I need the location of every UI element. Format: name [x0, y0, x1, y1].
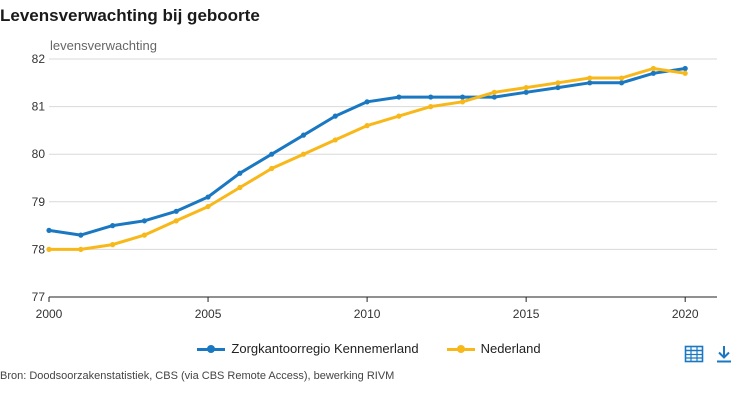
legend-item-nederland[interactable]: Nederland [446, 341, 541, 356]
data-point-nederland-2006[interactable] [237, 184, 243, 191]
data-point-nederland-2016[interactable] [555, 80, 561, 86]
data-point-kennemerland-2014[interactable] [491, 94, 497, 100]
data-point-nederland-2005[interactable] [205, 203, 211, 210]
data-point-kennemerland-2011[interactable] [396, 94, 402, 100]
series-line-kennemerland [47, 67, 687, 237]
data-point-kennemerland-2000[interactable] [46, 227, 52, 233]
data-point-nederland-2000[interactable] [46, 246, 52, 252]
x-tick-label-2015: 2015 [513, 307, 540, 321]
x-tick-label-2010: 2010 [354, 307, 381, 321]
data-point-nederland-2001[interactable] [78, 246, 84, 252]
data-point-kennemerland-2020[interactable] [682, 65, 688, 72]
x-tick-label-2005: 2005 [195, 307, 222, 321]
x-axis: 2000 2005 2010 2015 2020 [36, 296, 717, 321]
y-tick-label-82: 82 [32, 52, 46, 66]
data-point-nederland-2007[interactable] [269, 165, 275, 172]
legend: Zorgkantoorregio Kennemerland Nederland [0, 341, 738, 356]
data-point-kennemerland-2003[interactable] [141, 218, 148, 224]
data-point-nederland-2017[interactable] [587, 75, 593, 81]
data-point-kennemerland-2006[interactable] [237, 170, 243, 176]
data-point-nederland-2019[interactable] [650, 65, 656, 72]
download-icon[interactable] [714, 344, 734, 364]
data-point-nederland-2002[interactable] [110, 242, 116, 248]
data-point-kennemerland-2005[interactable] [205, 194, 211, 200]
data-point-kennemerland-2002[interactable] [110, 223, 116, 229]
data-point-nederland-2008[interactable] [300, 151, 307, 157]
data-point-kennemerland-2001[interactable] [78, 232, 84, 238]
data-point-nederland-2011[interactable] [396, 113, 402, 119]
data-point-nederland-2013[interactable] [459, 99, 466, 105]
data-point-kennemerland-2008[interactable] [300, 132, 307, 138]
y-tick-label-77: 77 [32, 290, 46, 304]
y-tick-label-80: 80 [32, 147, 46, 161]
table-icon[interactable] [684, 344, 704, 364]
series-group [46, 65, 688, 252]
chart-title: Levensverwachting bij geboorte [0, 6, 260, 25]
y-axis-label: levensverwachting [50, 38, 157, 53]
data-point-kennemerland-2013[interactable] [459, 94, 466, 100]
data-point-nederland-2003[interactable] [141, 232, 148, 238]
data-point-kennemerland-2007[interactable] [269, 151, 275, 157]
y-tick-label-81: 81 [32, 100, 46, 114]
data-point-nederland-2010[interactable] [364, 123, 370, 129]
data-point-nederland-2009[interactable] [332, 137, 338, 143]
legend-item-kennemerland[interactable]: Zorgkantoorregio Kennemerland [197, 341, 419, 356]
legend-swatch-nederland [446, 344, 475, 354]
data-point-kennemerland-2016[interactable] [555, 84, 561, 91]
data-point-kennemerland-2015[interactable] [523, 89, 529, 95]
data-point-nederland-2020[interactable] [682, 70, 688, 76]
legend-label-nederland: Nederland [480, 341, 541, 356]
data-point-kennemerland-2009[interactable] [332, 113, 338, 119]
source-note: Bron: Doodsoorzakenstatistiek, CBS (via … [0, 370, 395, 382]
data-point-kennemerland-2012[interactable] [428, 94, 434, 100]
legend-swatch-kennemerland [197, 344, 226, 354]
chart-toolbar [684, 344, 734, 364]
data-point-nederland-2018[interactable] [618, 75, 625, 81]
data-point-kennemerland-2017[interactable] [587, 80, 593, 86]
grid-lines [49, 58, 717, 250]
y-tick-label-78: 78 [32, 242, 46, 256]
data-point-kennemerland-2004[interactable] [173, 208, 179, 214]
legend-label-kennemerland: Zorgkantoorregio Kennemerland [231, 341, 419, 356]
x-tick-label-2020: 2020 [672, 307, 699, 321]
data-point-kennemerland-2018[interactable] [618, 80, 625, 86]
data-point-nederland-2014[interactable] [491, 89, 497, 95]
data-point-nederland-2015[interactable] [523, 84, 529, 91]
data-point-nederland-2004[interactable] [173, 218, 179, 224]
x-tick-label-2000: 2000 [36, 307, 63, 321]
y-axis-ticks: 77 78 79 80 81 82 [32, 52, 46, 304]
data-point-kennemerland-2010[interactable] [364, 99, 370, 105]
data-point-kennemerland-2019[interactable] [650, 70, 656, 76]
data-point-nederland-2012[interactable] [428, 104, 434, 110]
y-tick-label-79: 79 [32, 195, 46, 209]
